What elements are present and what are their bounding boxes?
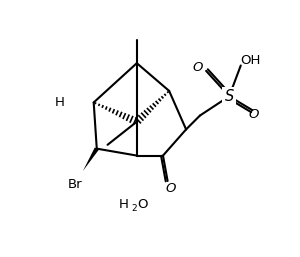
Polygon shape [83,148,99,171]
Text: OH: OH [240,54,260,67]
Text: S: S [225,89,234,104]
Text: 2: 2 [131,204,137,213]
Text: O: O [166,182,176,195]
Text: H: H [119,198,129,211]
Text: O: O [249,107,259,121]
Text: H: H [55,96,65,109]
Text: O: O [137,198,147,211]
Text: O: O [193,61,203,74]
Text: Br: Br [68,178,82,191]
